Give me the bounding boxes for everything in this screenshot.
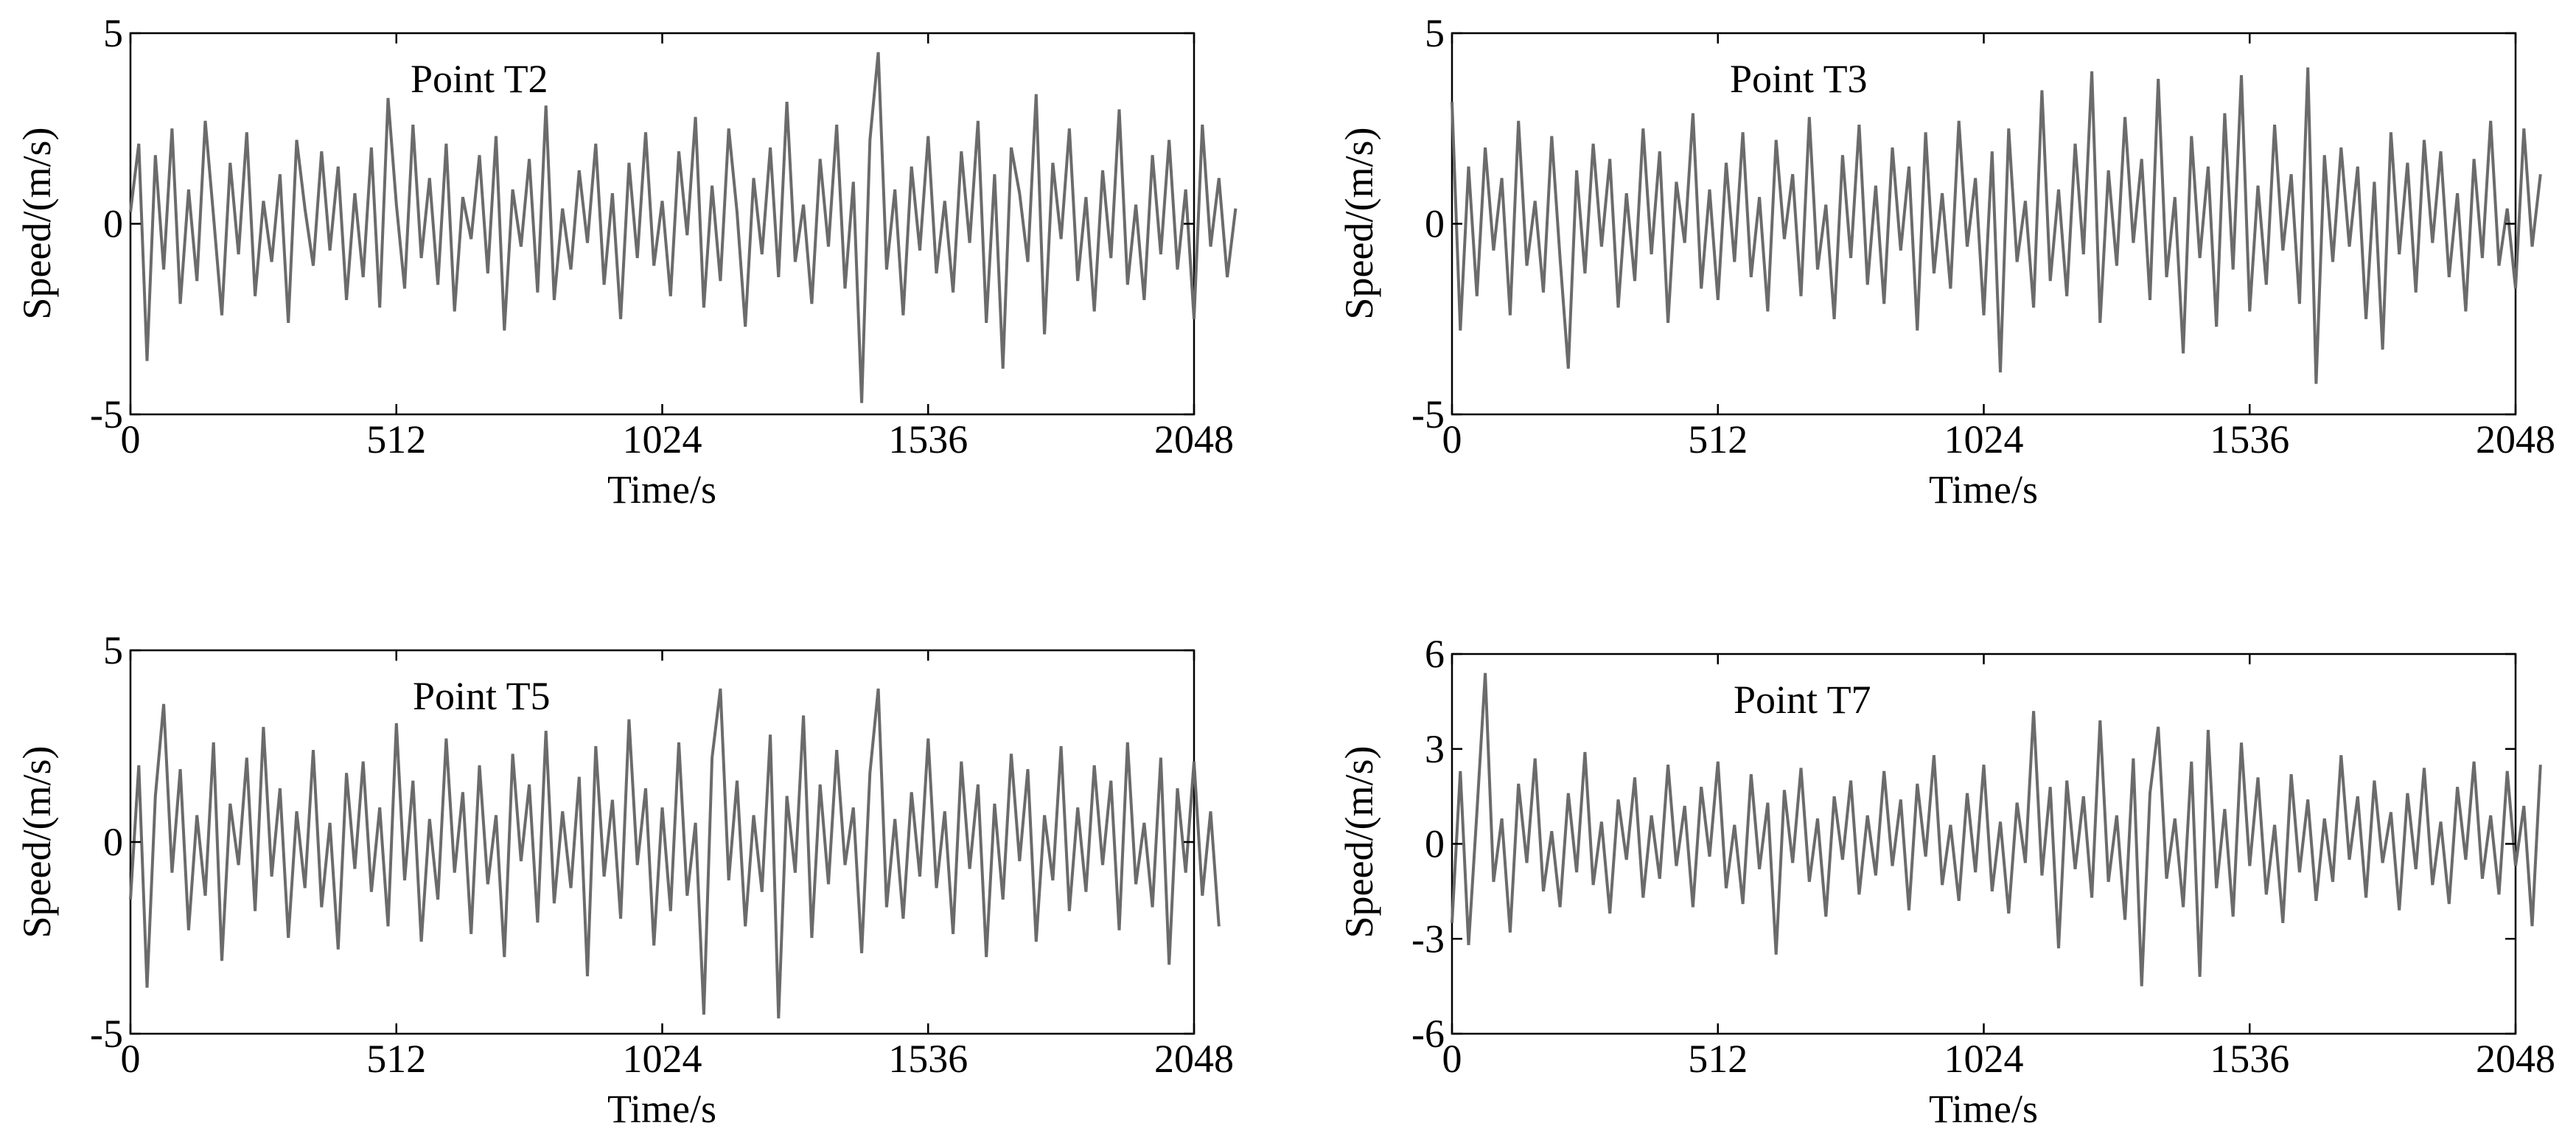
series-layer [129, 52, 1238, 403]
x-axis-label: Time/s [1929, 467, 2038, 512]
chart-panel-t5: 0 512 1024 1536 2048-505 Point T5 Time/s Spe… [15, 628, 1234, 1131]
y-tick-label: 5 [103, 11, 123, 55]
ticks-layer: 0 512 1024 1536 2048-505 [1411, 11, 2555, 462]
x-tick-label: 512 [1688, 1037, 1748, 1081]
ticks-layer: 0 512 1024 1536 2048-505 [90, 11, 1234, 462]
x-tick-label: 512 [1688, 417, 1748, 462]
x-tick-label: 2048 [2476, 417, 2555, 462]
panel-title: Point T5 [413, 674, 551, 718]
x-tick-label: 1536 [888, 417, 968, 462]
y-tick-label: 0 [103, 820, 123, 864]
y-axis-label: Speed/(m/s) [15, 746, 59, 939]
x-tick-label: 0 [121, 417, 141, 462]
ticks-layer: 0 512 1024 1536 2048 -6 -3 0 3 6 [1411, 632, 2555, 1081]
x-tick-label: 2048 [2476, 1037, 2555, 1081]
panel-title: Point T3 [1730, 57, 1868, 101]
y-tick-label: -5 [1411, 392, 1445, 436]
y-tick-label: 5 [1425, 11, 1445, 55]
x-axis-label: Time/s [607, 1087, 716, 1131]
x-tick-label: 0 [1442, 1037, 1462, 1081]
x-tick-label: 2048 [1154, 1037, 1234, 1081]
x-tick-label: 512 [366, 417, 426, 462]
x-tick-label: 1024 [623, 417, 702, 462]
series-line-0 [129, 52, 1238, 403]
plot-area-frame [1451, 32, 2517, 416]
chart-panel-t3: 0 512 1024 1536 2048-505 Point T3 Time/s Spe… [1337, 11, 2555, 512]
x-tick-label: 1536 [888, 1037, 968, 1081]
panel-title: Point T7 [1734, 678, 1871, 722]
x-axis-label: Time/s [1929, 1087, 2038, 1131]
ticks-layer: 0 512 1024 1536 2048-505 [90, 628, 1234, 1081]
x-tick-label: 0 [1442, 417, 1462, 462]
series-line-0 [129, 688, 1221, 1019]
y-tick-label: 5 [103, 628, 123, 672]
y-axis-label: Speed/(m/s) [1337, 128, 1381, 320]
y-axis-label: Speed/(m/s) [15, 128, 59, 320]
x-tick-label: 1024 [623, 1037, 702, 1081]
series-layer [1451, 672, 2542, 987]
y-tick-label: -6 [1411, 1012, 1445, 1056]
y-tick-label: 0 [1425, 822, 1445, 866]
x-tick-label: 1536 [2210, 417, 2289, 462]
x-axis-label: Time/s [607, 467, 716, 512]
series-line-0 [1451, 672, 2542, 987]
x-tick-label: 1024 [1944, 417, 2024, 462]
chart-panel-t2: 0 512 1024 1536 2048-505 Point T2 Time/s Spe… [15, 11, 1238, 512]
y-axis-label: Speed/(m/s) [1337, 746, 1381, 939]
x-tick-label: 0 [121, 1037, 141, 1081]
x-tick-label: 1536 [2210, 1037, 2289, 1081]
y-tick-label: 0 [1425, 202, 1445, 246]
y-tick-label: -5 [90, 392, 123, 436]
y-tick-label: -5 [90, 1012, 123, 1056]
series-layer [129, 688, 1221, 1019]
y-tick-label: -3 [1411, 916, 1445, 961]
y-tick-label: 0 [103, 202, 123, 246]
x-tick-label: 512 [366, 1037, 426, 1081]
series-layer [1451, 67, 2542, 384]
plot-area-frame [129, 32, 1195, 416]
x-tick-label: 1024 [1944, 1037, 2024, 1081]
x-tick-label: 2048 [1154, 417, 1234, 462]
panel-title: Point T2 [411, 57, 548, 101]
plot-area-frame [1451, 653, 2517, 1035]
plot-area-frame [129, 649, 1195, 1035]
y-tick-label: 3 [1425, 727, 1445, 771]
y-tick-label: 6 [1425, 632, 1445, 676]
series-line-0 [1451, 67, 2542, 384]
